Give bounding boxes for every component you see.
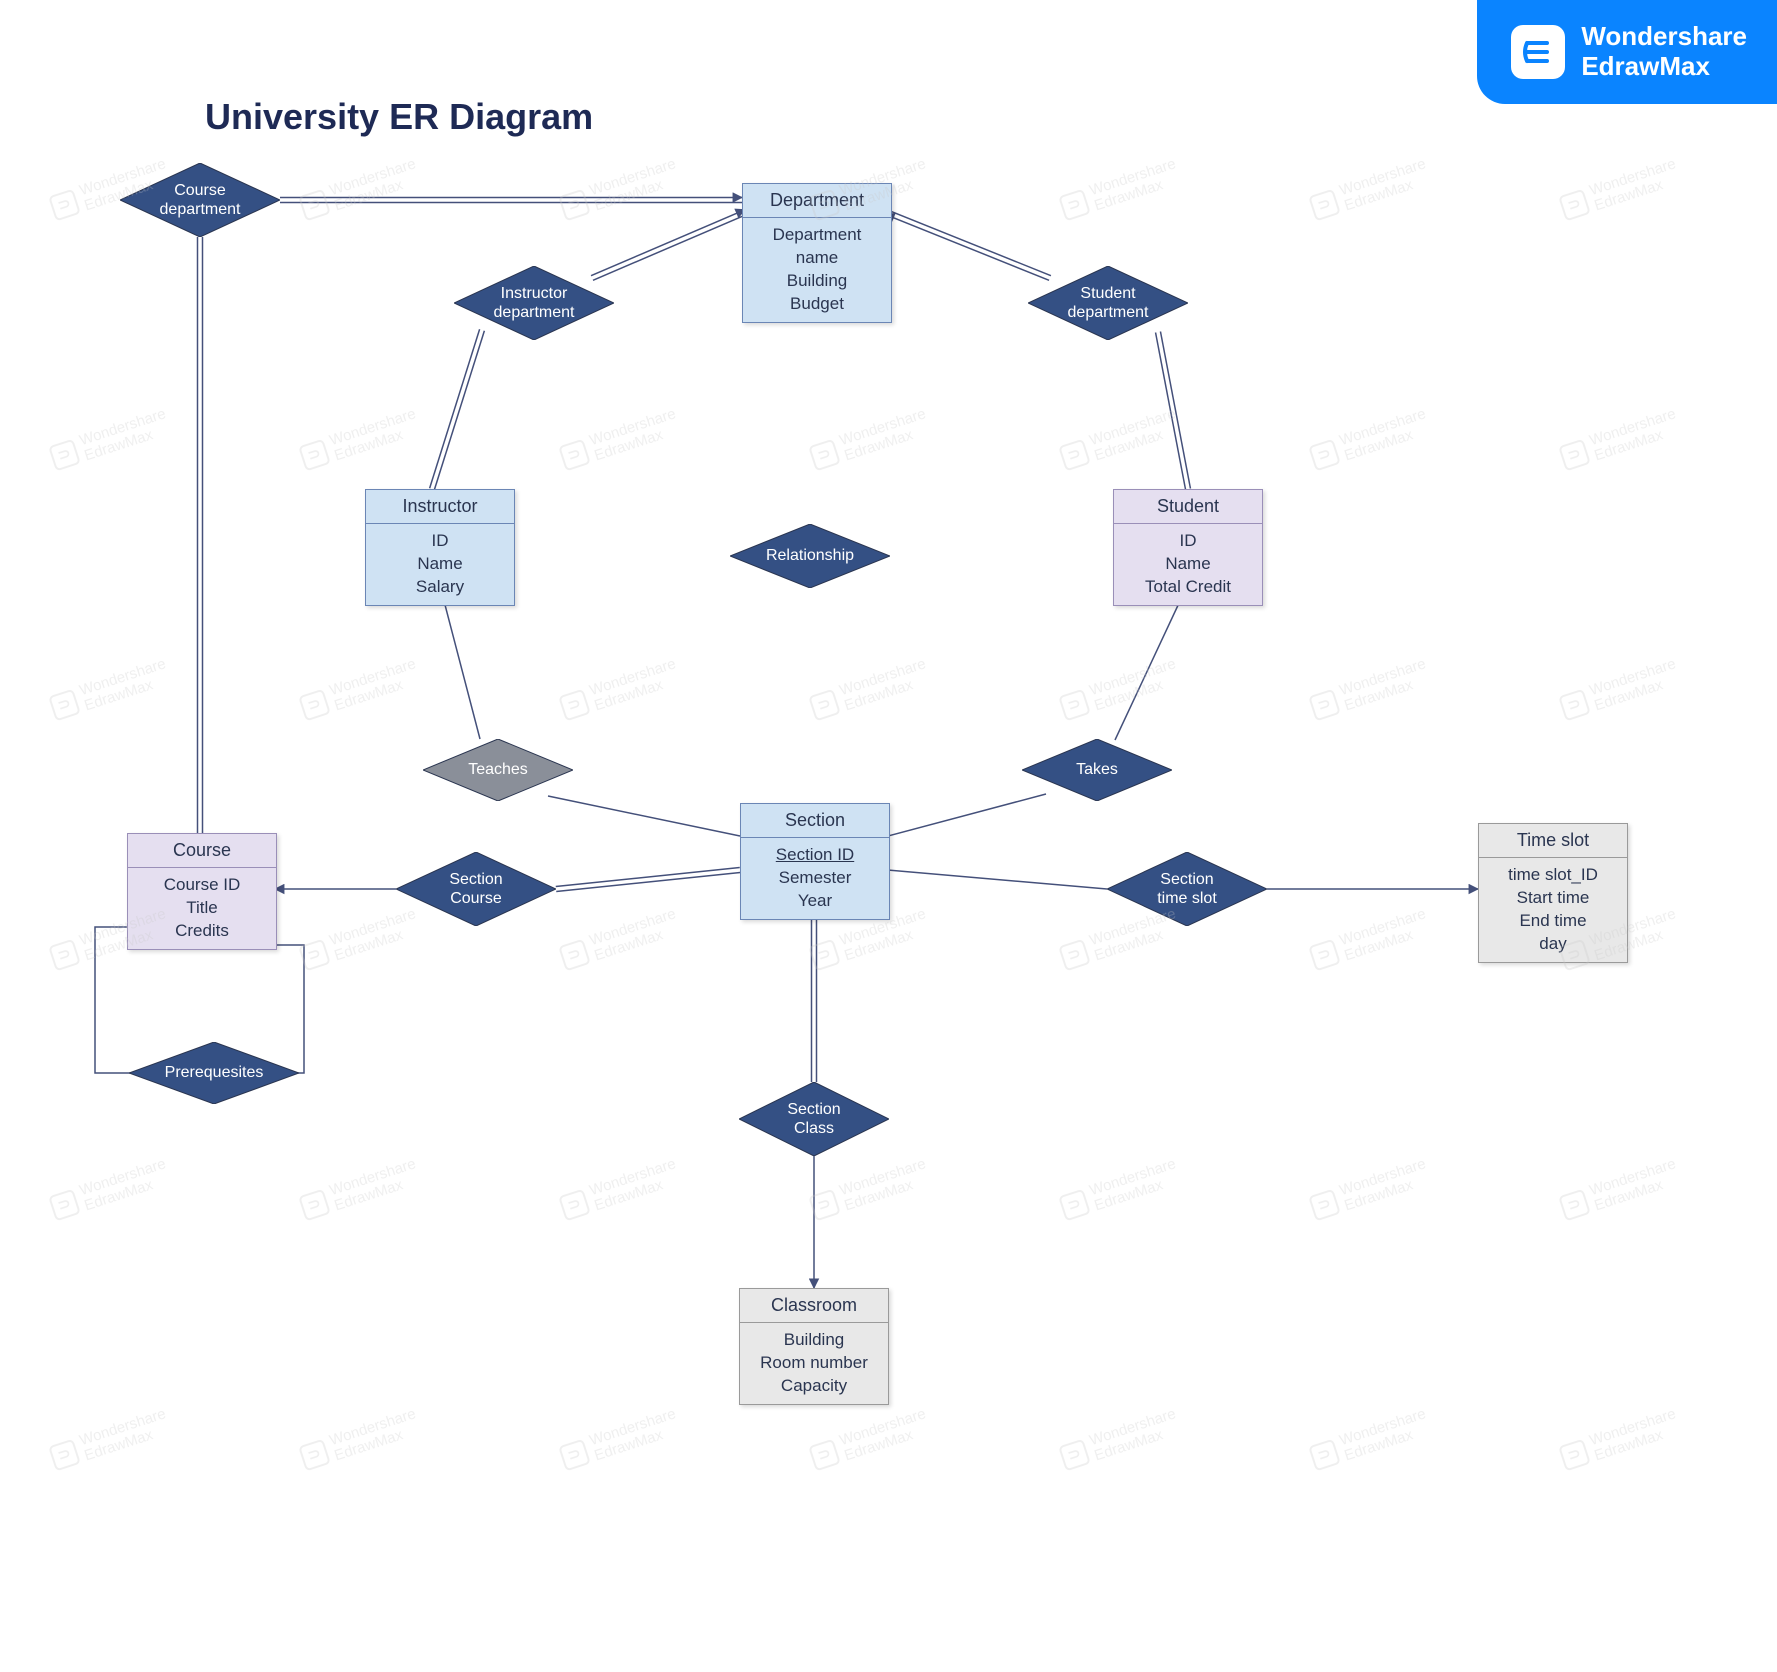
entity-section: SectionSection IDSemesterYear: [740, 803, 890, 920]
badge-line2: EdrawMax: [1581, 52, 1747, 82]
entity-timeslot-title: Time slot: [1479, 824, 1627, 858]
watermark: ⊃WondershareEdrawMax: [1057, 1406, 1183, 1474]
watermark: ⊃WondershareEdrawMax: [1557, 1156, 1683, 1224]
watermark: ⊃WondershareEdrawMax: [297, 1156, 423, 1224]
relationship-teaches-label: Teaches: [464, 760, 532, 779]
relationship-section_class-label: SectionClass: [783, 1100, 844, 1138]
relationship-relationship-label: Relationship: [762, 546, 858, 565]
watermark: ⊃WondershareEdrawMax: [557, 1406, 683, 1474]
watermark: ⊃WondershareEdrawMax: [1307, 406, 1433, 474]
relationship-course_department: Coursedepartment: [120, 163, 280, 237]
badge-line1: Wondershare: [1581, 22, 1747, 52]
watermark: ⊃WondershareEdrawMax: [47, 1406, 173, 1474]
watermark: ⊃WondershareEdrawMax: [557, 906, 683, 974]
relationship-instructor_department: Instructordepartment: [454, 266, 614, 340]
entity-course-attrs: Course IDTitleCredits: [128, 868, 276, 949]
entity-student-attrs: IDNameTotal Credit: [1114, 524, 1262, 605]
watermark: ⊃WondershareEdrawMax: [1557, 656, 1683, 724]
relationship-student_department-label: Studentdepartment: [1064, 284, 1153, 322]
relationship-prerequisites: Prerequesites: [129, 1042, 299, 1104]
watermark: ⊃WondershareEdrawMax: [1307, 1406, 1433, 1474]
watermark: ⊃WondershareEdrawMax: [1057, 656, 1183, 724]
watermark: ⊃WondershareEdrawMax: [1057, 406, 1183, 474]
relationship-section_course-label: SectionCourse: [445, 870, 506, 908]
relationship-prerequisites-label: Prerequesites: [161, 1063, 268, 1082]
watermark: ⊃WondershareEdrawMax: [557, 1156, 683, 1224]
relationship-section_course: SectionCourse: [396, 852, 556, 926]
watermark: ⊃WondershareEdrawMax: [1307, 656, 1433, 724]
watermark: ⊃WondershareEdrawMax: [807, 1406, 933, 1474]
watermark: ⊃WondershareEdrawMax: [1307, 906, 1433, 974]
watermark: ⊃WondershareEdrawMax: [297, 406, 423, 474]
relationship-course_department-label: Coursedepartment: [156, 181, 245, 219]
entity-classroom-title: Classroom: [740, 1289, 888, 1323]
watermark: ⊃WondershareEdrawMax: [1057, 156, 1183, 224]
relationship-takes-label: Takes: [1072, 760, 1122, 779]
watermark: ⊃WondershareEdrawMax: [47, 406, 173, 474]
relationship-instructor_department-label: Instructordepartment: [490, 284, 579, 322]
watermark: ⊃WondershareEdrawMax: [1557, 406, 1683, 474]
entity-student-title: Student: [1114, 490, 1262, 524]
entity-department-title: Department: [743, 184, 891, 218]
entity-course: CourseCourse IDTitleCredits: [127, 833, 277, 950]
watermark: ⊃WondershareEdrawMax: [807, 406, 933, 474]
entity-department: DepartmentDepartmentnameBuildingBudget: [742, 183, 892, 323]
edrawmax-icon: [1511, 25, 1565, 79]
entity-classroom-attrs: BuildingRoom numberCapacity: [740, 1323, 888, 1404]
relationship-teaches: Teaches: [423, 739, 573, 801]
entity-section-title: Section: [741, 804, 889, 838]
watermark: ⊃WondershareEdrawMax: [557, 406, 683, 474]
watermark: ⊃WondershareEdrawMax: [297, 656, 423, 724]
watermark: ⊃WondershareEdrawMax: [1307, 156, 1433, 224]
watermark: ⊃WondershareEdrawMax: [47, 656, 173, 724]
entity-section-attrs: Section IDSemesterYear: [741, 838, 889, 919]
relationship-section_time_slot-label: Sectiontime slot: [1153, 870, 1221, 908]
watermark: ⊃WondershareEdrawMax: [557, 156, 683, 224]
watermark: ⊃WondershareEdrawMax: [1057, 1156, 1183, 1224]
relationship-relationship: Relationship: [730, 524, 890, 588]
entity-instructor: InstructorIDNameSalary: [365, 489, 515, 606]
entity-timeslot-attrs: time slot_IDStart timeEnd timeday: [1479, 858, 1627, 962]
entity-instructor-title: Instructor: [366, 490, 514, 524]
watermark: ⊃WondershareEdrawMax: [297, 1406, 423, 1474]
diagram-title: University ER Diagram: [205, 96, 593, 138]
watermark: ⊃WondershareEdrawMax: [1557, 1406, 1683, 1474]
relationship-section_time_slot: Sectiontime slot: [1107, 852, 1267, 926]
watermark: ⊃WondershareEdrawMax: [807, 656, 933, 724]
watermark: ⊃WondershareEdrawMax: [1557, 156, 1683, 224]
relationship-takes: Takes: [1022, 739, 1172, 801]
entity-classroom: ClassroomBuildingRoom numberCapacity: [739, 1288, 889, 1405]
entity-course-title: Course: [128, 834, 276, 868]
entity-timeslot: Time slottime slot_IDStart timeEnd timed…: [1478, 823, 1628, 963]
watermark: ⊃WondershareEdrawMax: [297, 156, 423, 224]
watermark: ⊃WondershareEdrawMax: [47, 1156, 173, 1224]
relationship-student_department: Studentdepartment: [1028, 266, 1188, 340]
relationship-section_class: SectionClass: [739, 1082, 889, 1156]
entity-department-attrs: DepartmentnameBuildingBudget: [743, 218, 891, 322]
watermark: ⊃WondershareEdrawMax: [1307, 1156, 1433, 1224]
wondershare-badge: Wondershare EdrawMax: [1477, 0, 1777, 104]
entity-instructor-attrs: IDNameSalary: [366, 524, 514, 605]
watermark: ⊃WondershareEdrawMax: [557, 656, 683, 724]
entity-student: StudentIDNameTotal Credit: [1113, 489, 1263, 606]
watermark: ⊃WondershareEdrawMax: [807, 1156, 933, 1224]
